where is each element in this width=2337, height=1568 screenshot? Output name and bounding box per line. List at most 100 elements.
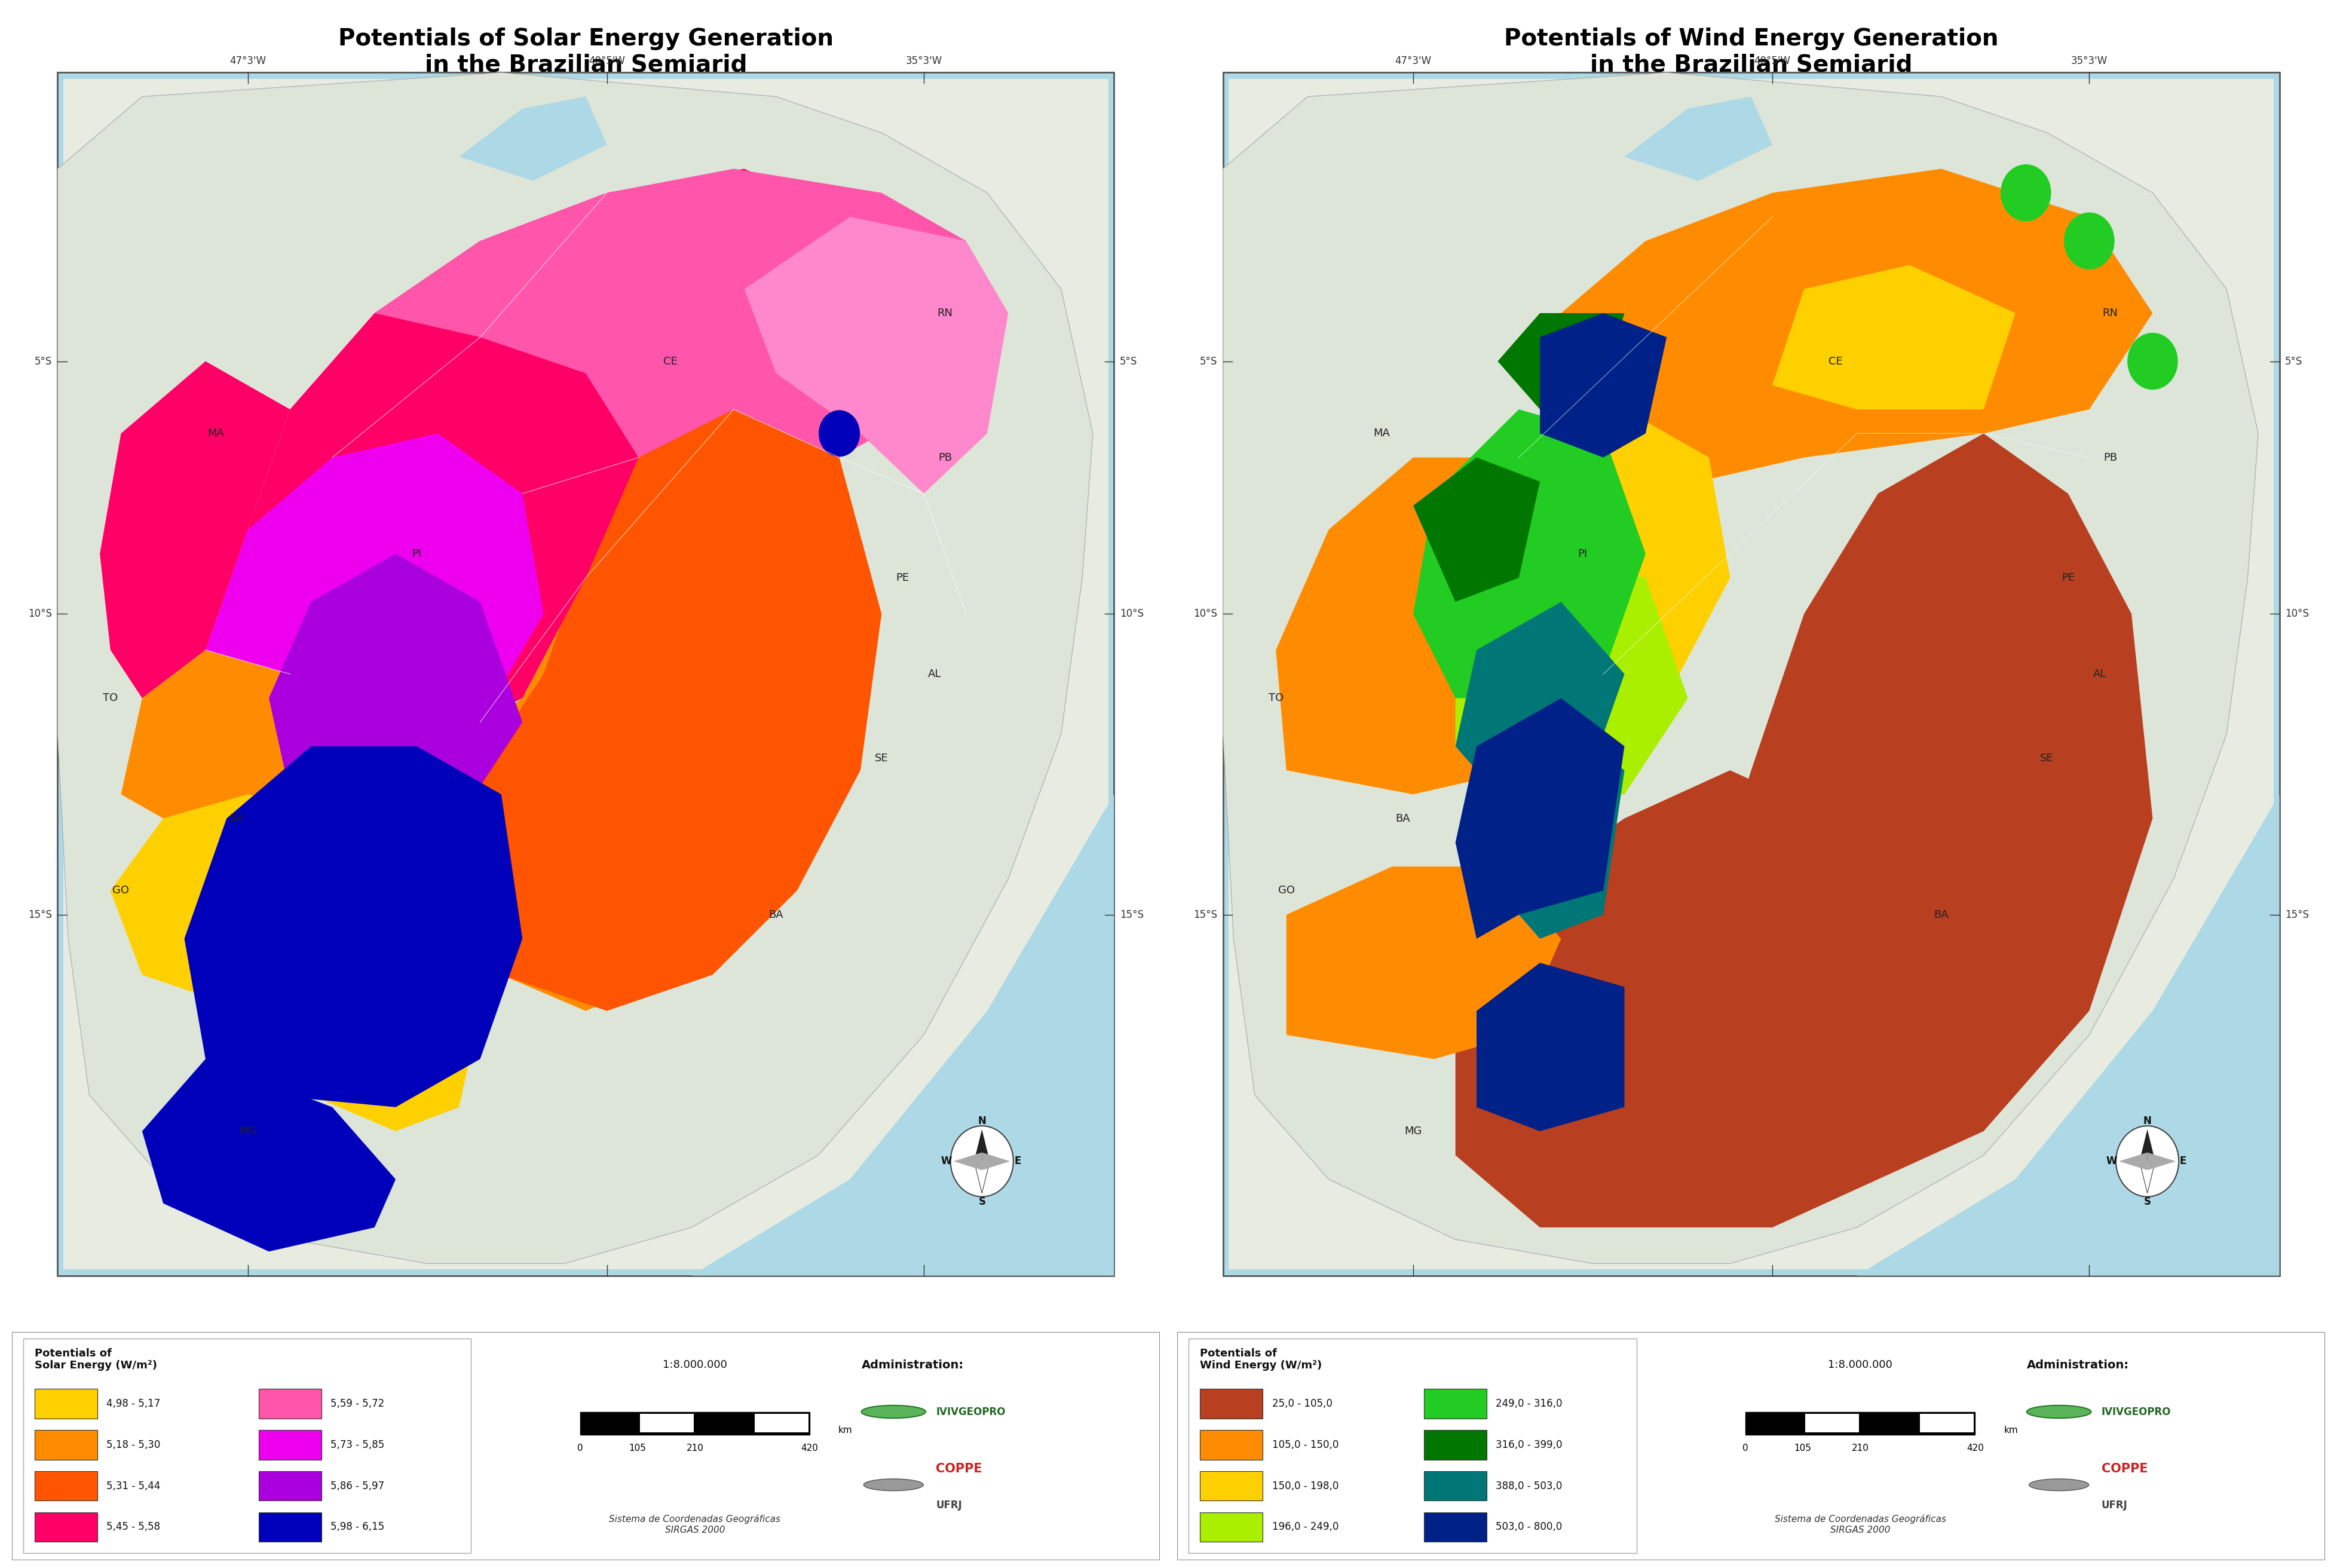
Text: 15°S: 15°S [1119,909,1143,920]
Polygon shape [975,1129,991,1162]
Text: 5°S: 5°S [2286,356,2302,367]
Text: W: W [942,1156,951,1167]
FancyBboxPatch shape [35,1471,98,1501]
Text: 316,0 - 399,0: 316,0 - 399,0 [1496,1439,1563,1450]
Polygon shape [1498,314,1624,409]
FancyBboxPatch shape [12,1331,1159,1560]
FancyBboxPatch shape [1804,1414,1860,1432]
Polygon shape [1540,314,1666,458]
FancyBboxPatch shape [259,1512,320,1541]
Text: 15°S: 15°S [28,909,51,920]
Polygon shape [1477,409,1729,698]
Polygon shape [110,795,479,1131]
Polygon shape [206,433,545,746]
FancyBboxPatch shape [35,1389,98,1419]
Text: SE: SE [2040,753,2054,764]
Text: COPPE: COPPE [2101,1463,2148,1475]
Text: 10°S: 10°S [28,608,51,619]
Text: 0: 0 [577,1444,582,1452]
Text: CE: CE [664,356,678,367]
Circle shape [2127,332,2178,390]
Text: 249,0 - 316,0: 249,0 - 316,0 [1496,1399,1563,1410]
Text: 210: 210 [1851,1444,1870,1452]
FancyBboxPatch shape [35,1512,98,1541]
Polygon shape [982,1152,1010,1170]
Text: 196,0 - 249,0: 196,0 - 249,0 [1271,1521,1339,1532]
Text: Potentials of
Solar Energy (W/m²): Potentials of Solar Energy (W/m²) [35,1348,157,1370]
Text: COPPE: COPPE [937,1463,982,1475]
Polygon shape [587,289,776,458]
FancyBboxPatch shape [580,1411,809,1435]
Polygon shape [2148,1152,2176,1170]
Text: PB: PB [937,452,951,463]
Polygon shape [458,386,881,1011]
Polygon shape [1456,698,1624,939]
Text: IVIVGEOPRO: IVIVGEOPRO [2101,1406,2171,1417]
Text: 25,0 - 105,0: 25,0 - 105,0 [1271,1399,1332,1410]
Polygon shape [1498,723,1624,939]
Text: 15°S: 15°S [1194,909,1218,920]
FancyBboxPatch shape [755,1414,809,1432]
Text: TO: TO [1269,693,1283,704]
Text: E: E [2180,1156,2187,1167]
Text: 388,0 - 503,0: 388,0 - 503,0 [1496,1480,1563,1491]
Polygon shape [1456,554,1687,795]
Text: N: N [2143,1115,2152,1126]
Polygon shape [1414,409,1645,698]
Text: Sistema de Coordenadas Geográficas
SIRGAS 2000: Sistema de Coordenadas Geográficas SIRGA… [610,1515,781,1535]
Text: km: km [2003,1425,2019,1435]
Text: Sistema de Coordenadas Geográficas
SIRGAS 2000: Sistema de Coordenadas Geográficas SIRGA… [1774,1515,1947,1535]
Circle shape [951,1126,1014,1196]
Polygon shape [2120,1152,2148,1170]
Polygon shape [1477,963,1624,1131]
Text: BA: BA [229,814,245,823]
FancyBboxPatch shape [259,1471,320,1501]
Polygon shape [374,169,986,458]
Text: W: W [2106,1156,2117,1167]
Text: 5,45 - 5,58: 5,45 - 5,58 [108,1521,161,1532]
FancyBboxPatch shape [1423,1512,1486,1541]
Polygon shape [2138,1129,2155,1162]
FancyBboxPatch shape [259,1430,320,1460]
Text: PI: PI [1577,549,1587,560]
Polygon shape [458,97,608,180]
Text: GO: GO [112,886,129,895]
Text: 40°5'W: 40°5'W [589,55,624,66]
Polygon shape [1456,770,1984,1228]
Text: MG: MG [238,1126,257,1137]
Text: 10°S: 10°S [1194,608,1218,619]
Text: 420: 420 [1965,1444,1984,1452]
Text: PE: PE [2061,572,2075,583]
Text: AL: AL [2094,668,2106,679]
Text: Potentials of Solar Energy Generation
in the Brazilian Semiarid: Potentials of Solar Energy Generation in… [339,27,834,77]
FancyBboxPatch shape [23,1339,472,1554]
Text: 1:8.000.000: 1:8.000.000 [1828,1359,1893,1370]
Polygon shape [1858,795,2279,1276]
Text: 40°5'W: 40°5'W [1755,55,1790,66]
FancyBboxPatch shape [1423,1430,1486,1460]
Text: 150,0 - 198,0: 150,0 - 198,0 [1271,1480,1339,1491]
Text: 105: 105 [1795,1444,1811,1452]
FancyBboxPatch shape [1222,72,2279,1276]
Polygon shape [1540,169,2152,494]
Polygon shape [58,72,1094,1264]
FancyBboxPatch shape [1746,1411,1975,1435]
Circle shape [2029,1479,2089,1491]
Polygon shape [1276,458,1603,795]
Text: S: S [979,1196,986,1207]
Circle shape [865,1479,923,1491]
FancyBboxPatch shape [1178,1331,2325,1560]
Text: 105,0 - 150,0: 105,0 - 150,0 [1271,1439,1339,1450]
FancyBboxPatch shape [63,78,1108,1269]
Text: MA: MA [1374,428,1391,439]
Text: S: S [2143,1196,2150,1207]
FancyBboxPatch shape [1921,1414,1975,1432]
Text: 5,59 - 5,72: 5,59 - 5,72 [330,1399,383,1410]
Text: 5°S: 5°S [1199,356,1218,367]
FancyBboxPatch shape [1423,1471,1486,1501]
Text: 5°S: 5°S [35,356,51,367]
Polygon shape [185,746,523,1107]
Text: 10°S: 10°S [2286,608,2309,619]
Text: 105: 105 [629,1444,645,1452]
Text: PI: PI [411,549,421,560]
